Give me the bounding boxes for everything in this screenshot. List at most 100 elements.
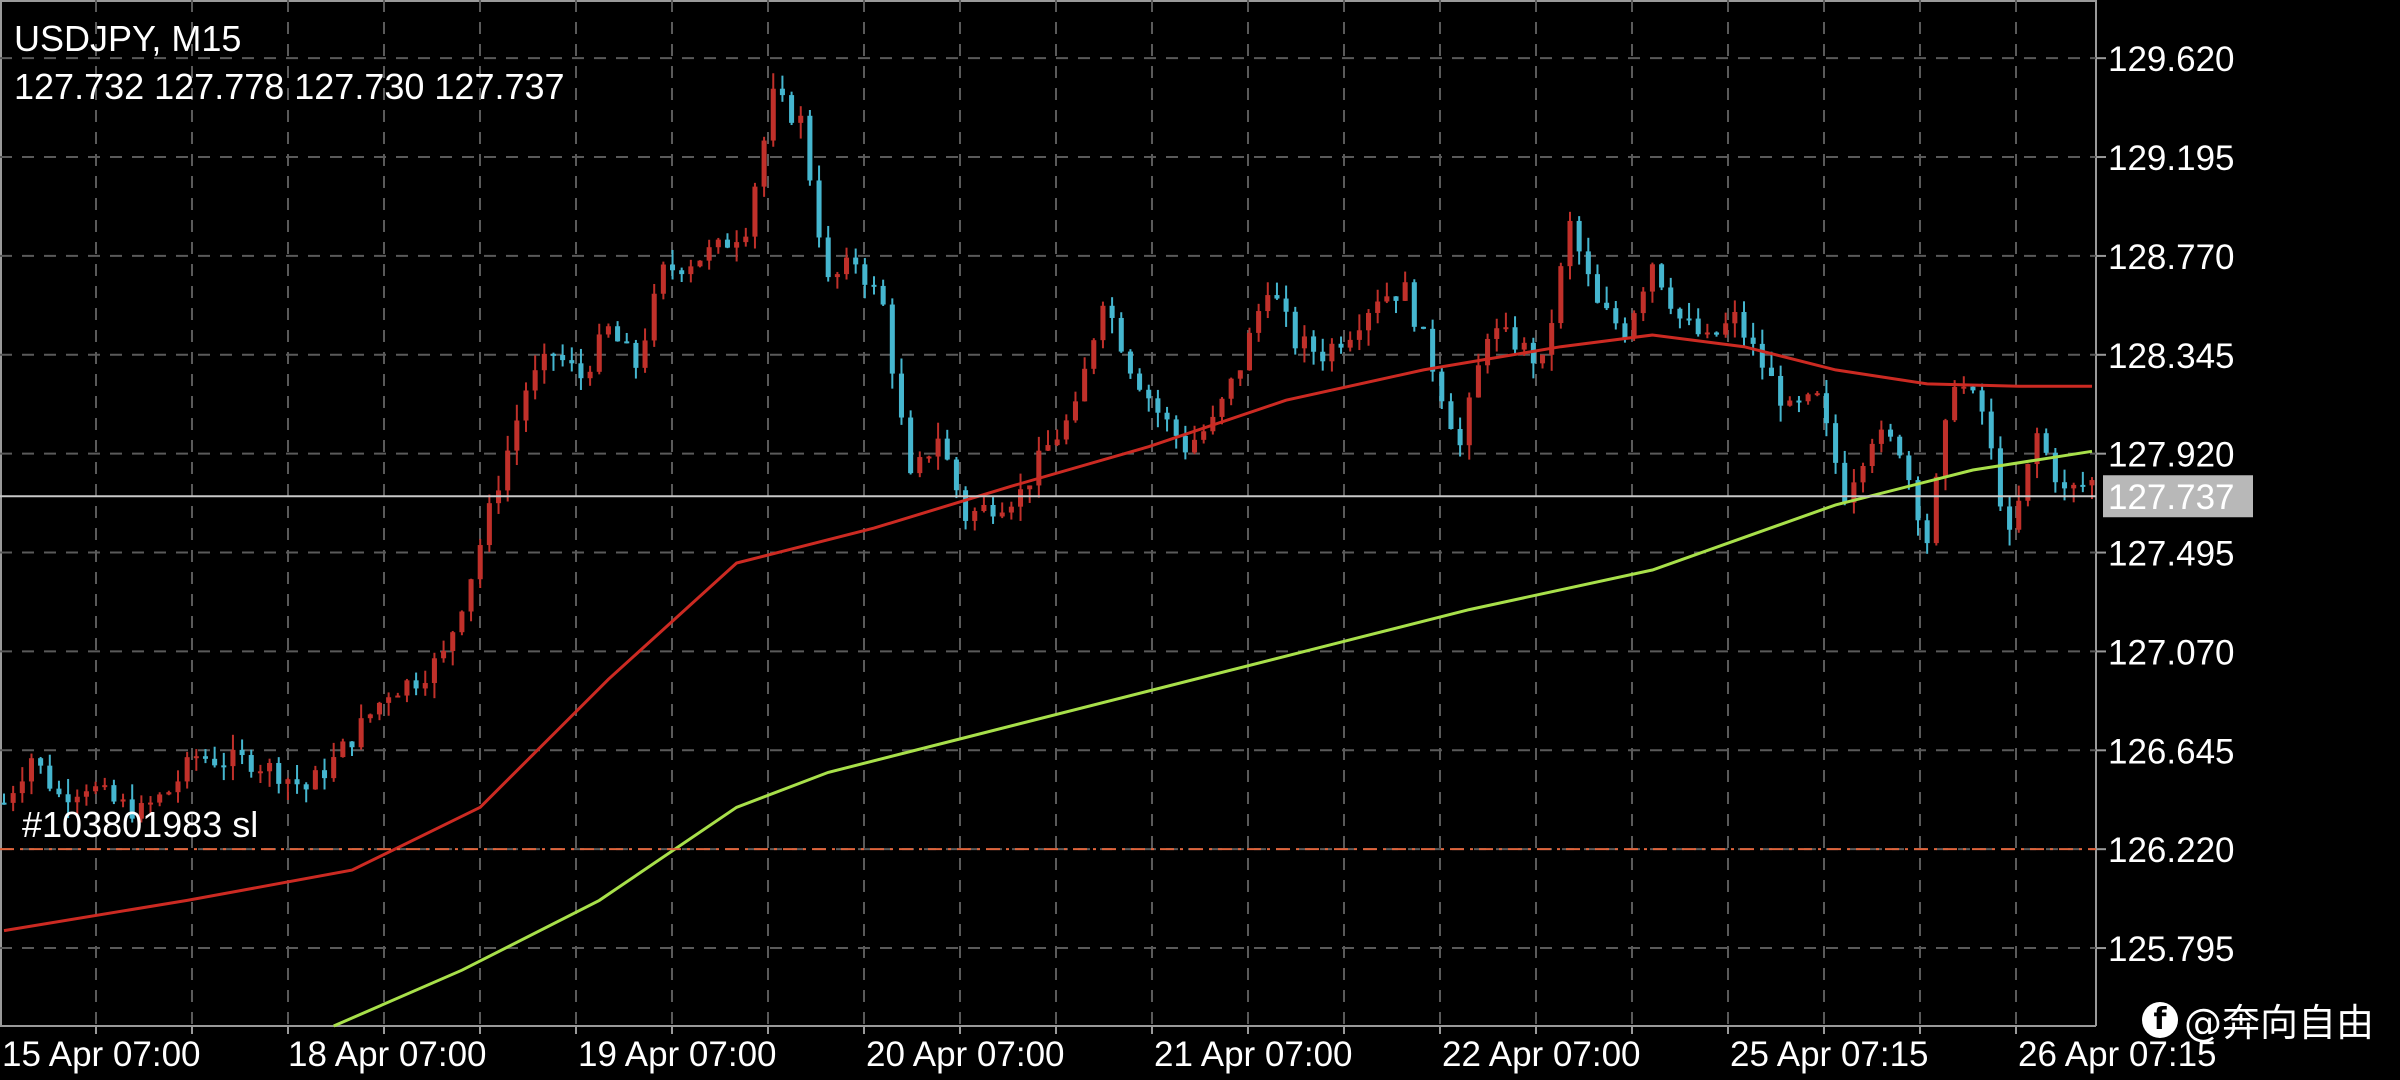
candle-body (1485, 338, 1491, 366)
candle-body (1228, 378, 1234, 399)
candle-body (963, 490, 969, 521)
candle-body (1594, 274, 1600, 303)
candle-body (1420, 326, 1426, 329)
candle-body (248, 755, 254, 772)
y-tick-label: 127.920 (2108, 436, 2235, 475)
time-axis[interactable]: 15 Apr 07:00 18 Apr 07:00 19 Apr 07:00 20 A… (2, 1026, 2217, 1074)
y-tick-label: 128.770 (2108, 238, 2235, 277)
candle-body (1659, 264, 1665, 288)
x-tick-label: 18 Apr 07:00 (288, 1035, 487, 1074)
candle-body (1063, 420, 1069, 440)
candle-body (2062, 482, 2068, 489)
price-axis[interactable]: 129.620 129.195 128.770 128.345 127.920 127.4… (2096, 40, 2253, 969)
candle-body (1237, 370, 1243, 379)
candle-body (1851, 482, 1857, 503)
y-tick-label: 129.195 (2108, 139, 2235, 178)
candle-body (2034, 433, 2040, 465)
candle-body (441, 651, 447, 659)
candle-body (1613, 308, 1619, 324)
candle-body (1741, 312, 1747, 338)
candle-body (541, 353, 547, 371)
candle-body (1640, 291, 1646, 314)
candle-body (1631, 313, 1637, 339)
candle-body (1833, 423, 1839, 463)
candle-body (944, 438, 950, 460)
candle-body (697, 260, 703, 267)
moving-average-slow (3, 333, 2092, 933)
candle-body (1018, 489, 1024, 507)
candle-body (779, 88, 785, 96)
chart-grid (0, 0, 2097, 1027)
y-tick-label: 129.620 (2108, 40, 2235, 79)
candle-body (294, 779, 300, 785)
candle-body (2043, 433, 2049, 453)
candle-body (789, 95, 795, 123)
candle-body (285, 779, 291, 784)
candle-body (1457, 429, 1463, 446)
candle-body (1402, 282, 1408, 301)
y-tick-label: 126.645 (2108, 732, 2235, 771)
y-tick-label: 127.070 (2108, 633, 2235, 672)
symbol-timeframe-label: USDJPY, M15 (14, 18, 242, 59)
candle-body (889, 304, 895, 374)
candle-body (349, 741, 355, 748)
candle-body (1127, 351, 1133, 374)
candle-body (1576, 220, 1582, 252)
candle-body (1082, 368, 1088, 402)
candle-body (376, 702, 382, 715)
candle-body (1942, 420, 1948, 477)
candle-body (1933, 476, 1939, 544)
candle-body (1988, 411, 1994, 449)
y-tick-label: 127.495 (2108, 535, 2235, 574)
candle-body (157, 794, 163, 803)
candle-body (834, 274, 840, 278)
candle-body (431, 658, 437, 684)
candle-body (990, 504, 996, 517)
candle-body (47, 765, 53, 789)
candle-body (1338, 343, 1344, 348)
candle-body (1805, 394, 1811, 402)
candle-body (1164, 412, 1170, 420)
candle-body (1448, 401, 1454, 430)
candle-body (1192, 439, 1198, 453)
ohlc-readout: 127.732 127.778 127.730 127.737 (14, 66, 565, 107)
candle-body (184, 757, 190, 782)
candle-body (972, 510, 978, 521)
facebook-icon: f (2141, 1001, 2178, 1038)
candle-body (670, 264, 676, 271)
candle-body (148, 802, 154, 805)
candle-body (560, 355, 566, 361)
candle-body (19, 781, 25, 794)
candle-body (358, 718, 364, 748)
candle-body (303, 784, 309, 790)
candle-body (1677, 308, 1683, 319)
y-tick-label: 125.795 (2108, 930, 2235, 969)
candle-body (1649, 264, 1655, 292)
candle-body (706, 247, 712, 261)
candle-body (1475, 365, 1481, 398)
candle-body (56, 788, 62, 795)
candle-body (1265, 295, 1271, 312)
candle-body (532, 370, 538, 391)
candle-body (2080, 484, 2086, 487)
candle-body (1384, 296, 1390, 302)
candle-body (1897, 436, 1903, 456)
price-levels: #103801983 sl (0, 495, 2096, 851)
candle-body (633, 342, 639, 368)
candle-body (825, 237, 831, 278)
candle-body (10, 793, 16, 803)
candle-body (1796, 400, 1802, 403)
candle-body (1979, 390, 1985, 412)
candle-body (2007, 506, 2013, 530)
candle-body (615, 326, 621, 342)
candle-body (367, 714, 373, 719)
candle-body (550, 353, 556, 356)
candle-body (1530, 342, 1536, 364)
candle-body (102, 785, 108, 788)
candle-body (1787, 400, 1793, 406)
candle-body (193, 756, 199, 759)
candle-body (734, 242, 740, 248)
candle-body (331, 757, 337, 779)
candle-body (651, 293, 657, 341)
